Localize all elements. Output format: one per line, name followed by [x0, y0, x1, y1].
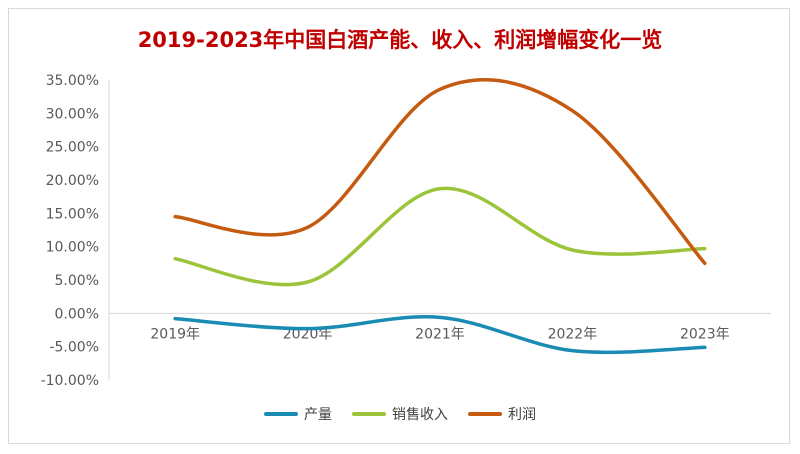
legend-item: 销售收入 [352, 404, 448, 424]
x-tick-label: 2020年 [283, 326, 333, 342]
x-tick-label: 2022年 [548, 326, 598, 342]
legend-swatch [352, 412, 386, 416]
series-line-利润 [173, 78, 707, 266]
y-tick-label: 25.00% [46, 140, 99, 156]
series-line-产量 [173, 315, 707, 355]
legend: 产量 销售收入 利润 [0, 404, 800, 424]
y-tick-label: 0.00% [55, 306, 99, 322]
x-tick-label: 2023年 [680, 326, 730, 342]
y-tick-label: 20.00% [46, 173, 99, 189]
legend-swatch [468, 412, 502, 416]
legend-label: 产量 [304, 407, 332, 423]
legend-item: 利润 [468, 404, 536, 424]
legend-label: 利润 [508, 407, 536, 423]
legend-item: 产量 [264, 404, 332, 424]
x-tick-label: 2021年 [415, 326, 465, 342]
chart-frame [8, 8, 790, 444]
y-tick-label: 10.00% [46, 240, 99, 256]
y-tick-label: 30.00% [46, 106, 99, 122]
chart-title: 2019-2023年中国白酒产能、收入、利润增幅变化一览 [137, 28, 663, 52]
series-line-销售收入 [173, 186, 707, 287]
y-tick-label: 15.00% [46, 206, 99, 222]
y-tick-label: 5.00% [55, 273, 99, 289]
legend-swatch [264, 412, 298, 416]
x-tick-label: 2019年 [150, 326, 200, 342]
y-tick-label: 35.00% [46, 73, 99, 89]
legend-label: 销售收入 [392, 407, 448, 423]
y-tick-label: -5.00% [49, 340, 99, 356]
y-tick-label: -10.00% [41, 373, 99, 389]
